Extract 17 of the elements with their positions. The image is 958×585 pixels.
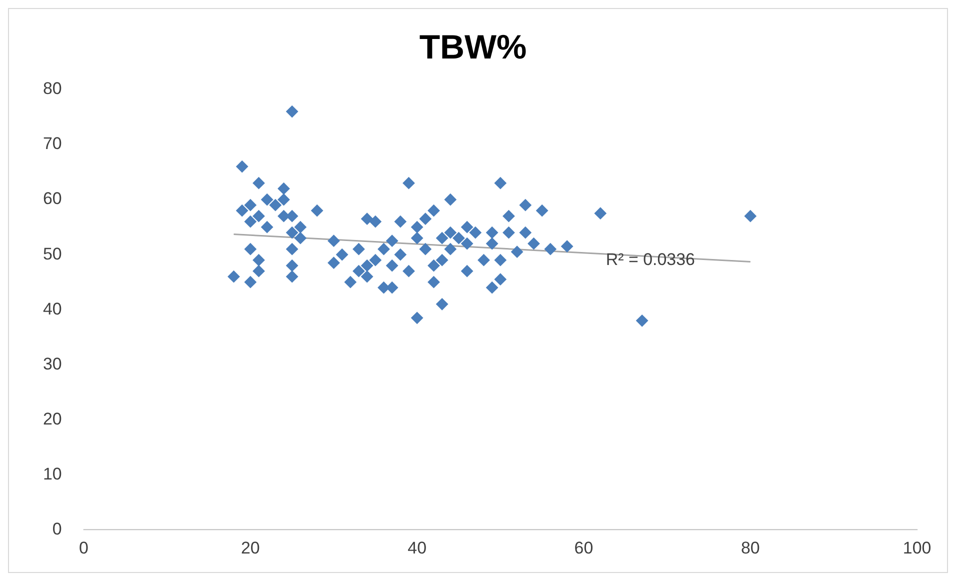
x-tick-label: 0 — [79, 538, 88, 558]
y-tick-label: 70 — [42, 134, 62, 154]
y-tick-label: 40 — [42, 299, 62, 318]
x-tick-label: 100 — [902, 538, 932, 558]
y-tick-label: 20 — [42, 409, 62, 428]
y-tick-label: 60 — [42, 189, 62, 208]
x-tick-label: 80 — [740, 538, 760, 558]
annotation: R² = 0.0336 — [606, 250, 695, 269]
y-tick-label: 30 — [42, 354, 62, 374]
y-tick-label: 0 — [52, 519, 62, 538]
x-tick-label: 40 — [408, 538, 427, 558]
chart-title: TBW% — [419, 28, 527, 67]
x-tick-label: 60 — [574, 538, 594, 558]
y-tick-label: 80 — [42, 79, 62, 98]
x-tick-label: 20 — [240, 538, 260, 558]
y-tick-label: 10 — [42, 464, 62, 484]
y-tick-label: 50 — [42, 244, 62, 264]
